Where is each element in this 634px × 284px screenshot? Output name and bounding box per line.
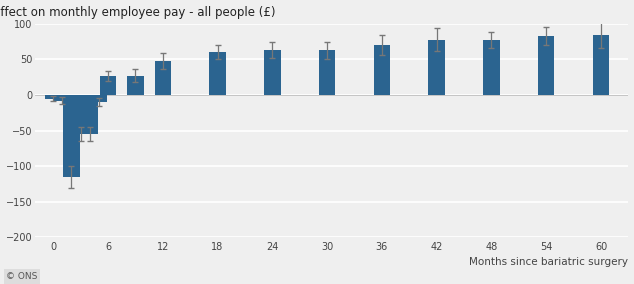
Bar (483, 40, 500, 95)
Bar (91, 95, 107, 102)
Bar (63, 95, 80, 177)
Bar (155, 61, 171, 95)
Text: © ONS: © ONS (6, 272, 37, 281)
Bar (429, 39, 445, 95)
Bar (264, 50, 281, 95)
Bar (54, 95, 70, 101)
Text: Effect on monthly employee pay - all people (£): Effect on monthly employee pay - all peo… (0, 6, 276, 18)
Bar (127, 76, 144, 95)
Bar (100, 76, 116, 95)
Bar (538, 36, 555, 95)
Bar (45, 95, 61, 99)
Bar (72, 95, 89, 134)
Bar (209, 52, 226, 95)
Bar (593, 35, 609, 95)
Bar (373, 45, 390, 95)
Bar (319, 50, 335, 95)
Bar (82, 95, 98, 134)
X-axis label: Months since bariatric surgery: Months since bariatric surgery (469, 257, 628, 267)
